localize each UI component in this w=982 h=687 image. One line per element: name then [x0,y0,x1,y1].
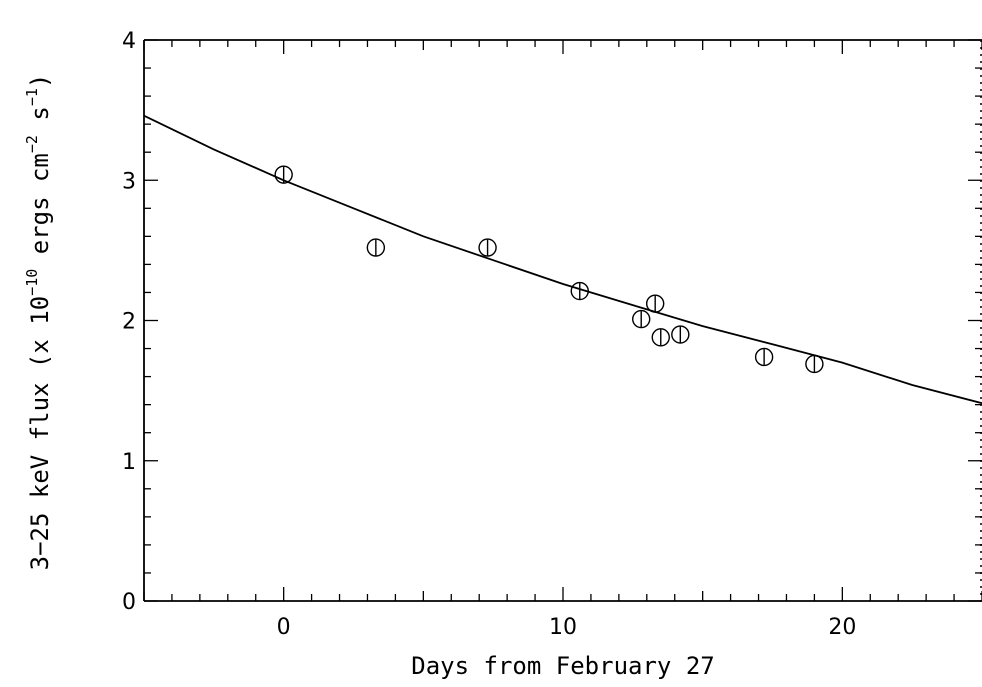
data-point-marker [366,238,386,257]
data-point [570,281,589,301]
data-point [632,309,651,329]
data-point [671,325,690,344]
data-point-marker [632,309,651,329]
data-point-marker [478,238,497,257]
y-tick-label: 3 [122,169,136,194]
tick-labels: 0 10 20 0 1 2 3 4 [122,29,856,640]
data-point-marker [274,165,293,184]
y-axis-label-part: ergs cm [26,153,54,269]
fit-curve [143,114,982,405]
data-point-marker [671,325,690,344]
data-point-marker [645,294,665,313]
y-tick-label: 4 [122,29,136,54]
data-point [274,165,293,184]
y-tick-label: 0 [122,590,136,615]
x-tick-label: 10 [549,615,577,640]
y-axis-label-part: −10 [23,269,41,296]
data-point [805,354,824,374]
data-point-marker [805,354,824,374]
plot-frame [143,39,982,602]
y-tick-label: 1 [122,450,136,475]
data-point [366,238,386,257]
y-axis-label-part: s [26,106,54,135]
y-tick-label: 2 [122,310,136,335]
x-tick-label: 20 [828,615,856,640]
y-axis-label: 3−25 keV flux (x 10−10 ergs cm−2 s−1) [23,74,54,571]
x-tick-label: 0 [277,615,291,640]
data-point [478,238,497,257]
fit-curve-group [143,114,982,405]
data-point [651,328,670,347]
data-point-marker [754,347,774,367]
data-point-marker [651,328,670,347]
data-point [754,347,774,367]
y-axis-label-part: ) [26,74,54,88]
data-points [274,165,824,374]
y-axis-label-part: −2 [23,135,41,153]
data-point [645,294,665,313]
y-axis-label-part: −1 [23,88,41,106]
axis-ticks [143,39,982,602]
y-axis-label-part: 3−25 keV flux (x 10 [26,296,54,571]
data-point-marker [570,281,589,301]
x-axis-label: Days from February 27 [411,652,714,680]
